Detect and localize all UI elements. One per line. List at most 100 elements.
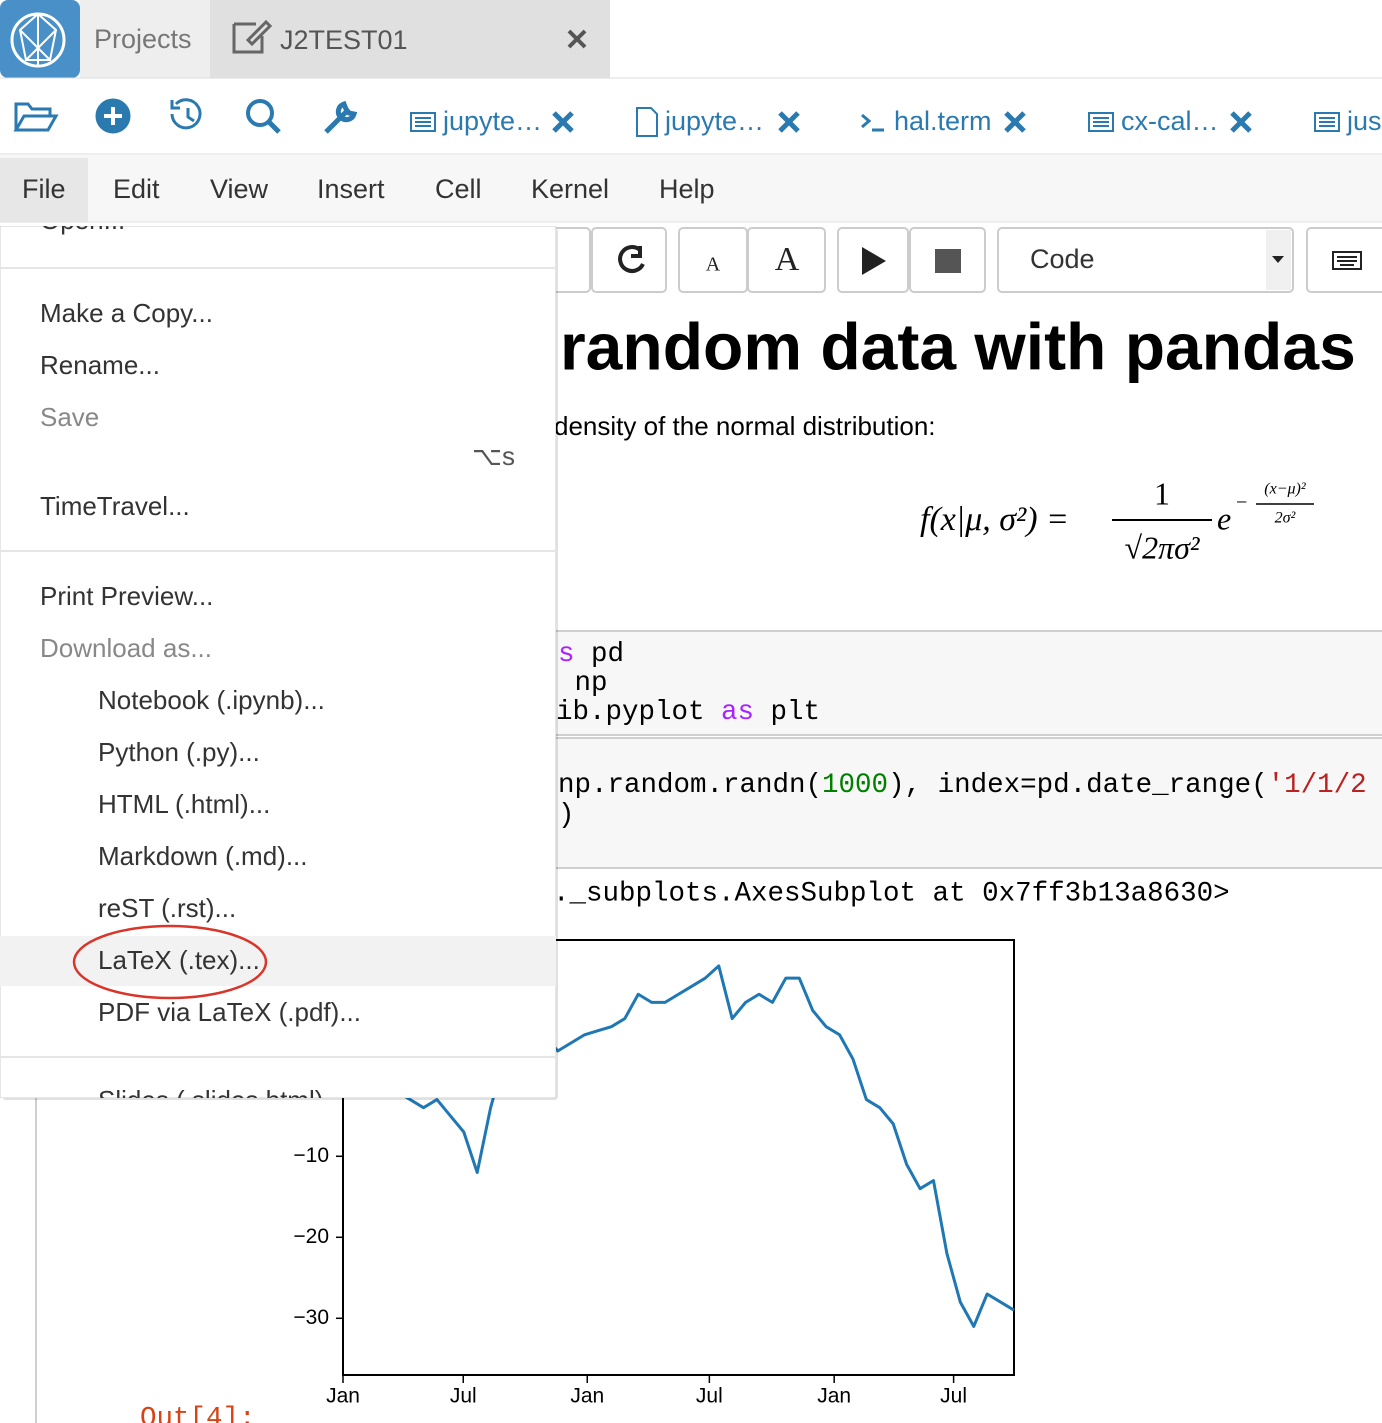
code-line: np.random.randn(1000), index=pd.date_ran…	[558, 770, 1367, 801]
formula-lhs: f(x|μ, σ²) =	[920, 501, 1069, 538]
menu-item[interactable]: Open...	[40, 205, 125, 235]
keyboard-icon	[1332, 251, 1362, 270]
code-line: ib.pyplot as plt	[556, 697, 820, 728]
close-icon	[552, 111, 574, 133]
x-tick-label: Jan	[570, 1385, 604, 1408]
code-line: )	[558, 800, 575, 831]
history-icon[interactable]	[170, 98, 202, 130]
menu-item: Save	[40, 402, 99, 432]
logo-lines	[18, 12, 58, 66]
cell-type-select[interactable]	[997, 227, 1294, 293]
file-icon-lines	[1319, 117, 1335, 127]
formula-exponent-sign: −	[1236, 492, 1247, 514]
code-cell[interactable]	[539, 737, 1382, 869]
close-icon	[1230, 111, 1252, 133]
menu[interactable]: Cell	[435, 174, 482, 204]
series-line	[342, 964, 1015, 1328]
menu-item[interactable]: Slides (.slides.html)	[98, 1085, 323, 1115]
code-token: ), index=pd.date_range(	[888, 770, 1268, 801]
projects-tab[interactable]	[80, 0, 210, 78]
x-tick-label: Jan	[817, 1385, 851, 1408]
menu-item[interactable]: reST (.rst)...	[98, 893, 236, 923]
x-tick-label: Jan	[326, 1385, 360, 1408]
select-arrow	[1272, 256, 1284, 263]
menu-item[interactable]: Python (.py)...	[98, 737, 260, 767]
menu-item[interactable]: Print Preview...	[40, 581, 213, 611]
menu-active	[0, 158, 88, 222]
file-tab[interactable]: jupyte…	[664, 106, 764, 136]
project-icons	[13, 98, 358, 134]
menu-list: Open... Make a Copy... Rename... Save TimeTr…	[40, 205, 515, 1115]
y-tick-label: −30	[293, 1306, 329, 1329]
output-text: ._subplots.AxesSubplot at 0x7ff3b13a8630…	[553, 878, 1230, 909]
paragraph: density of the normal distribution:	[554, 411, 936, 441]
formula: f(x|μ, σ²) = 1 √2πσ² e − (x−μ)² 2σ²	[920, 475, 1314, 565]
code-line: s pd	[558, 639, 624, 670]
menu-highlight	[0, 936, 556, 986]
menu-item[interactable]: PDF via LaTeX (.pdf)...	[98, 997, 361, 1027]
code-token: pd	[575, 639, 625, 670]
code-token: 1000	[822, 770, 888, 801]
menu-item[interactable]: Rename...	[40, 350, 160, 380]
file-tab[interactable]: jupyte…	[442, 106, 542, 136]
file-icon	[410, 112, 436, 132]
redo-icon	[618, 245, 645, 273]
formula-denominator: √2πσ²	[1125, 529, 1201, 565]
search-icon[interactable]	[246, 99, 274, 127]
code-token: np	[558, 668, 608, 699]
tab-label: Projects	[94, 24, 192, 54]
code-token: ib.pyplot	[556, 697, 721, 728]
file-menu: Open... Make a Copy... Rename... Save TimeTr…	[0, 205, 556, 1115]
file-tabs: jupyte… jupyte… hal.term cx-cal… jus	[442, 106, 1382, 136]
edit-icon	[232, 19, 273, 54]
code-token: plt	[754, 697, 820, 728]
button[interactable]	[591, 227, 667, 293]
menu[interactable]: Edit	[113, 174, 160, 204]
file-icon	[1088, 112, 1114, 132]
code-line: np	[558, 668, 608, 699]
formula-exponent-denominator: 2σ²	[1275, 510, 1297, 527]
menu-item: Download as...	[40, 633, 212, 663]
file-icon-lines	[1093, 117, 1109, 127]
code-cell[interactable]	[539, 630, 1382, 736]
menu-item[interactable]: LaTeX (.tex)...	[98, 945, 260, 975]
x-tick-label: Jul	[450, 1385, 477, 1408]
code-token: np.random.randn(	[558, 770, 822, 801]
file-tab[interactable]: hal.term	[894, 106, 992, 136]
x-tick-label: Jul	[696, 1385, 723, 1408]
file-tab[interactable]: jus	[1346, 106, 1382, 136]
formula-exponent-numerator: (x−μ)²	[1264, 481, 1307, 498]
menu-item[interactable]: Notebook (.ipynb)...	[98, 685, 325, 715]
menu-item[interactable]: Markdown (.md)...	[98, 841, 308, 871]
code-token: as	[721, 697, 754, 728]
menu[interactable]: Kernel	[531, 174, 609, 204]
menu-item[interactable]: Make a Copy...	[40, 298, 213, 328]
cell-type: Code	[1030, 244, 1095, 274]
menu-item[interactable]: HTML (.html)...	[98, 789, 270, 819]
formula-numerator: 1	[1154, 475, 1170, 511]
settings-icon[interactable]	[324, 100, 358, 134]
menu[interactable]: File	[22, 174, 66, 204]
menu[interactable]: Insert	[317, 174, 385, 204]
menu[interactable]: View	[210, 174, 269, 204]
close-icon	[1004, 111, 1026, 133]
shortcut: ⌥s	[472, 441, 515, 471]
file-icon-lines	[415, 117, 431, 127]
file-icon	[1314, 112, 1340, 132]
y-tick-label: −10	[293, 1144, 329, 1167]
run-icon	[862, 247, 886, 275]
notebook-tab[interactable]	[210, 0, 610, 78]
close-icon[interactable]	[567, 29, 587, 49]
menu[interactable]: Help	[659, 174, 715, 204]
out-prompt: Out[4]:	[140, 1403, 256, 1423]
menu-item[interactable]: TimeTravel...	[40, 491, 190, 521]
search-handle	[267, 120, 281, 134]
tab-label: J2TEST01	[280, 25, 408, 55]
menu-items: File Edit View Insert Cell Kernel Help	[22, 174, 715, 204]
button[interactable]	[747, 227, 826, 293]
heading: random data with pandas	[560, 309, 1356, 383]
open-icon[interactable]	[13, 102, 59, 132]
font-small-button: A	[706, 254, 721, 276]
code-token: s	[558, 639, 575, 670]
file-tab[interactable]: cx-cal…	[1121, 106, 1219, 136]
